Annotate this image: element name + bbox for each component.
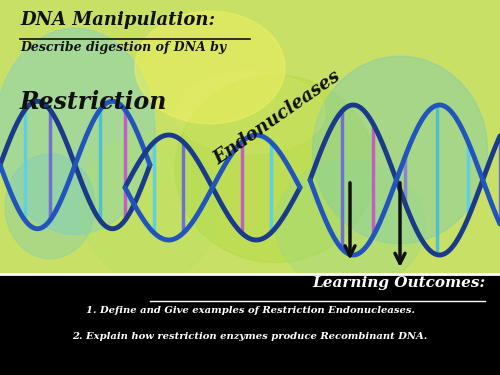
Ellipse shape [312,56,488,244]
Text: DNA Manipulation:: DNA Manipulation: [20,11,215,29]
Text: 1. Define and Give examples of Restriction Endonucleases.: 1. Define and Give examples of Restricti… [86,306,414,315]
Ellipse shape [175,75,375,262]
Text: 2. Explain how restriction enzymes produce Recombinant DNA.: 2. Explain how restriction enzymes produ… [72,332,428,341]
Text: Describe digestion of DNA by: Describe digestion of DNA by [20,41,226,54]
Text: Endonucleases: Endonucleases [210,68,344,169]
Ellipse shape [5,154,95,259]
Ellipse shape [175,71,325,154]
Ellipse shape [135,11,285,124]
Text: Restriction: Restriction [20,90,168,114]
Bar [0,274,500,375]
Ellipse shape [275,159,425,291]
Ellipse shape [80,131,220,281]
Text: Learning Outcomes:: Learning Outcomes: [312,276,485,290]
Ellipse shape [0,28,155,234]
